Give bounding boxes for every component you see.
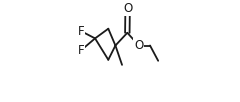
Text: O: O — [123, 2, 132, 15]
Text: F: F — [78, 25, 85, 38]
Text: F: F — [78, 44, 85, 57]
Text: O: O — [134, 39, 144, 52]
